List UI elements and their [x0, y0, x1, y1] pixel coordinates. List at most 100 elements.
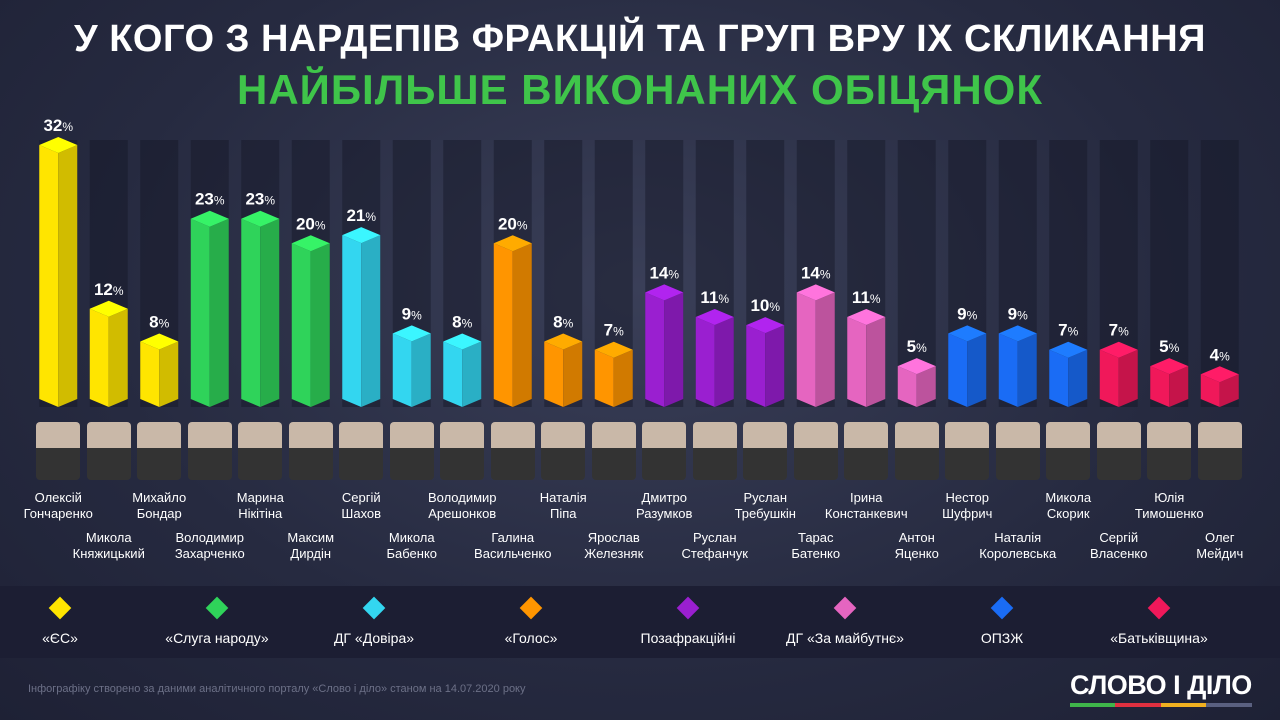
- bar-value-label: 5%: [907, 337, 927, 356]
- name-label: Михайло Бондар: [109, 490, 209, 522]
- name-label: Сергій Власенко: [1069, 530, 1169, 562]
- bar-value-label: 8%: [149, 313, 169, 332]
- portrait-photo: [387, 420, 438, 482]
- name-label: Антон Яценко: [867, 530, 967, 562]
- first-name: Руслан: [743, 490, 788, 505]
- legend-diamond-icon: [362, 596, 386, 620]
- first-name: Нестор: [945, 490, 989, 505]
- bar: [796, 284, 835, 407]
- last-name: Констанкевич: [824, 506, 908, 521]
- name-label: Микола Скорик: [1018, 490, 1118, 522]
- bar: [1200, 366, 1239, 407]
- bar-value-label: 21%: [346, 206, 376, 225]
- bar-track: [1200, 140, 1239, 407]
- last-name: Стефанчук: [681, 546, 749, 561]
- bar-value-label: 20%: [498, 214, 528, 233]
- bar-value-label: 10%: [750, 296, 780, 315]
- first-name: Юлія: [1154, 490, 1185, 505]
- bar: [1049, 341, 1088, 407]
- legend-label: «Батьківщина»: [1110, 630, 1208, 646]
- bar: [190, 210, 229, 407]
- name-label: Сергій Шахов: [311, 490, 411, 522]
- first-name: Дмитро: [641, 490, 687, 505]
- bar-value-label: 32%: [43, 116, 73, 135]
- photo-row: [33, 420, 1245, 482]
- bar-value-label: 4%: [1210, 345, 1230, 364]
- bar-value-label: 11%: [700, 288, 729, 307]
- name-label: Максим Дирдін: [261, 530, 361, 562]
- bar: [39, 137, 78, 407]
- portrait-photo: [639, 420, 690, 482]
- portrait-photo: [134, 420, 185, 482]
- last-name: Шахов: [341, 506, 382, 521]
- name-label: Микола Бабенко: [362, 530, 462, 562]
- last-name: Бондар: [136, 506, 182, 521]
- bar: [897, 358, 936, 407]
- bar: [544, 333, 583, 407]
- name-label: Нестор Шуфрич: [917, 490, 1017, 522]
- logo-text: СЛОВО І ДІЛО: [1070, 670, 1252, 700]
- bar-value-label: 9%: [1008, 304, 1028, 323]
- portrait-photo: [841, 420, 892, 482]
- name-label: Ірина Констанкевич: [816, 490, 916, 522]
- first-name: Наталія: [539, 490, 587, 505]
- bar: [241, 210, 280, 407]
- bar: [847, 308, 886, 407]
- legend-diamond-icon: [1147, 596, 1171, 620]
- name-label: Володимир Захарченко: [160, 530, 260, 562]
- name-label: Дмитро Разумков: [614, 490, 714, 522]
- bar: [1150, 358, 1189, 407]
- bar: [443, 333, 482, 407]
- name-label: Володимир Арешонков: [412, 490, 512, 522]
- bar-chart: 32% 12% 8% 23% 23% 20% 21% 9% 8% 20% 8% 7% 14% 11% 10%…: [39, 116, 1239, 407]
- portrait-photo: [791, 420, 842, 482]
- first-name: Микола: [1045, 490, 1092, 505]
- legend-label: «ЄС»: [42, 630, 78, 646]
- first-name: Галина: [491, 530, 535, 545]
- first-name: Михайло: [132, 490, 187, 505]
- portrait-photo: [286, 420, 337, 482]
- legend-item: ДГ «Довіра»: [304, 596, 444, 646]
- legend-diamond-icon: [990, 596, 1014, 620]
- last-name: Шуфрич: [942, 506, 993, 521]
- portrait-photo: [1195, 420, 1246, 482]
- last-name: Королевська: [979, 546, 1057, 561]
- portrait-photo: [538, 420, 589, 482]
- first-name: Тарас: [797, 530, 834, 545]
- legend-item: «Слуга народу»: [147, 596, 287, 646]
- first-name: Сергій: [1099, 530, 1139, 545]
- first-name: Володимир: [175, 530, 245, 545]
- first-name: Микола: [388, 530, 435, 545]
- name-label: Марина Нікітіна: [210, 490, 310, 522]
- name-label: Наталія Піпа: [513, 490, 613, 522]
- legend-item: Позафракційні: [618, 596, 758, 646]
- last-name: Княжицький: [72, 546, 145, 561]
- legend-item: ОПЗЖ: [932, 596, 1072, 646]
- legend-item: «Батьківщина»: [1089, 596, 1229, 646]
- portrait-photo: [488, 420, 539, 482]
- bar: [89, 300, 128, 407]
- last-name: Железняк: [584, 546, 644, 561]
- bar: [998, 325, 1037, 407]
- bar-value-label: 8%: [452, 313, 472, 332]
- portrait-photo: [235, 420, 286, 482]
- bar: [493, 235, 532, 407]
- name-label: Тарас Батенко: [766, 530, 866, 562]
- portrait-photo: [33, 420, 84, 482]
- legend-label: «Слуга народу»: [165, 630, 269, 646]
- first-name: Марина: [236, 490, 284, 505]
- last-name: Дирдін: [290, 546, 332, 561]
- last-name: Васильченко: [474, 546, 552, 561]
- legend-diamond-icon: [676, 596, 700, 620]
- last-name: Піпа: [549, 506, 577, 521]
- name-label: Галина Васильченко: [463, 530, 563, 562]
- legend-item: «ЄС»: [0, 596, 130, 646]
- bar: [746, 317, 785, 407]
- name-label: Микола Княжицький: [59, 530, 159, 562]
- bar-value-label: 14%: [801, 263, 831, 282]
- first-name: Наталія: [994, 530, 1042, 545]
- last-name: Яценко: [894, 546, 939, 561]
- legend-label: Позафракційні: [640, 630, 736, 646]
- footer-note: Інфографіку створено за даними аналітичн…: [28, 683, 526, 695]
- bar-value-label: 9%: [957, 304, 977, 323]
